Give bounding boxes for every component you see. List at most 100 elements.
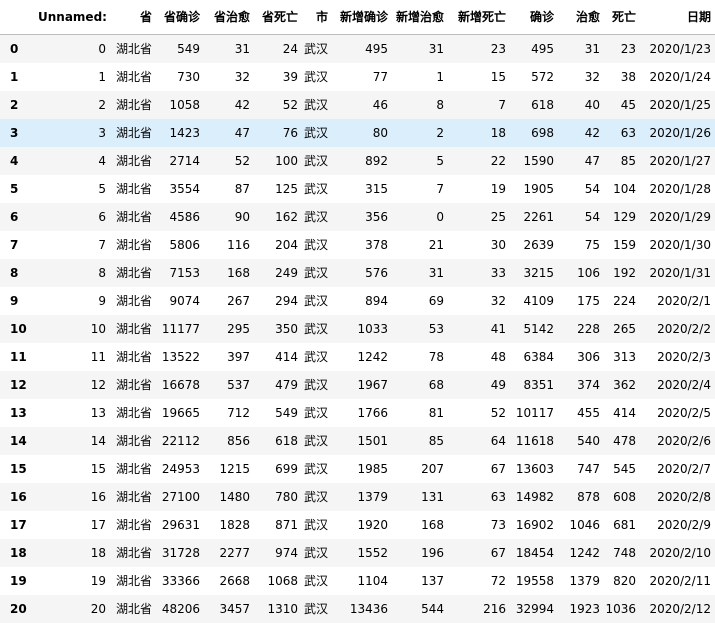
table-cell: 2668 — [204, 567, 254, 595]
header-row: Unnamed: 0省省确诊省治愈省死亡市新增确诊新增治愈新增死亡确诊治愈死亡日… — [0, 0, 715, 35]
table-cell: 2020/1/24 — [640, 63, 715, 91]
table-cell: 196 — [392, 539, 448, 567]
table-cell: 549 — [254, 399, 302, 427]
column-header[interactable]: 新增死亡 — [448, 0, 510, 35]
table-cell: 572 — [510, 63, 558, 91]
table-cell: 894 — [332, 287, 392, 315]
column-header[interactable]: 死亡 — [604, 0, 640, 35]
column-header[interactable]: 省 — [110, 0, 156, 35]
table-cell: 68 — [392, 371, 448, 399]
row-index: 8 — [0, 259, 38, 287]
column-header[interactable]: 市 — [302, 0, 332, 35]
table-cell: 2277 — [204, 539, 254, 567]
table-cell: 湖北省 — [110, 175, 156, 203]
column-header[interactable]: 省确诊 — [156, 0, 204, 35]
column-header[interactable]: 省治愈 — [204, 0, 254, 35]
column-header[interactable]: 省死亡 — [254, 0, 302, 35]
table-cell: 49 — [448, 371, 510, 399]
table-cell: 495 — [510, 35, 558, 64]
table-cell: 2714 — [156, 147, 204, 175]
table-cell: 820 — [604, 567, 640, 595]
table-cell: 1985 — [332, 455, 392, 483]
table-cell: 537 — [204, 371, 254, 399]
table-cell: 350 — [254, 315, 302, 343]
column-header[interactable]: 新增确诊 — [332, 0, 392, 35]
row-index: 17 — [0, 511, 38, 539]
table-cell: 武汉 — [302, 91, 332, 119]
table-cell: 2020/2/5 — [640, 399, 715, 427]
table-cell: 21 — [392, 231, 448, 259]
table-cell: 5142 — [510, 315, 558, 343]
table-cell: 8 — [392, 91, 448, 119]
table-cell: 12 — [38, 371, 110, 399]
table-cell: 18 — [38, 539, 110, 567]
table-cell: 14 — [38, 427, 110, 455]
column-header[interactable]: Unnamed: 0 — [38, 0, 110, 35]
table-cell: 31 — [392, 35, 448, 64]
table-cell: 2 — [392, 119, 448, 147]
table-cell: 69 — [392, 287, 448, 315]
table-cell: 1242 — [558, 539, 604, 567]
table-cell: 5 — [38, 175, 110, 203]
table-cell: 1046 — [558, 511, 604, 539]
table-cell: 46 — [332, 91, 392, 119]
table-cell: 19558 — [510, 567, 558, 595]
table-cell: 618 — [510, 91, 558, 119]
table-cell: 106 — [558, 259, 604, 287]
column-header[interactable]: 确诊 — [510, 0, 558, 35]
table-cell: 11 — [38, 343, 110, 371]
table-cell: 78 — [392, 343, 448, 371]
table-cell: 湖北省 — [110, 455, 156, 483]
table-cell: 29631 — [156, 511, 204, 539]
table-cell: 48206 — [156, 595, 204, 623]
table-cell: 2020/2/12 — [640, 595, 715, 623]
table-cell: 306 — [558, 343, 604, 371]
table-cell: 168 — [204, 259, 254, 287]
table-cell: 武汉 — [302, 455, 332, 483]
table-cell: 31728 — [156, 539, 204, 567]
table-cell: 80 — [332, 119, 392, 147]
table-cell: 武汉 — [302, 231, 332, 259]
table-cell: 730 — [156, 63, 204, 91]
table-cell: 1242 — [332, 343, 392, 371]
table-cell: 294 — [254, 287, 302, 315]
table-cell: 2020/1/29 — [640, 203, 715, 231]
column-header[interactable]: 日期 — [640, 0, 715, 35]
column-header[interactable]: 新增治愈 — [392, 0, 448, 35]
table-cell: 39 — [254, 63, 302, 91]
table-cell: 204 — [254, 231, 302, 259]
table-cell: 湖北省 — [110, 343, 156, 371]
table-cell: 1423 — [156, 119, 204, 147]
column-header[interactable]: 治愈 — [558, 0, 604, 35]
table-cell: 武汉 — [302, 427, 332, 455]
table-cell: 45 — [604, 91, 640, 119]
table-cell: 1215 — [204, 455, 254, 483]
table-cell: 1923 — [558, 595, 604, 623]
table-cell: 湖北省 — [110, 203, 156, 231]
table-cell: 1 — [38, 63, 110, 91]
table-cell: 1480 — [204, 483, 254, 511]
table-cell: 356 — [332, 203, 392, 231]
